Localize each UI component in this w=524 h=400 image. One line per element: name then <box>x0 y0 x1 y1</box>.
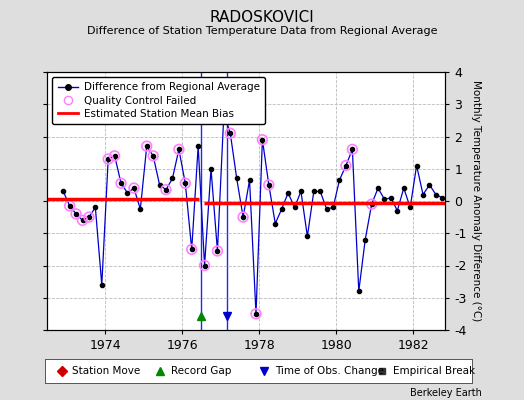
Text: Record Gap: Record Gap <box>170 366 231 376</box>
Point <box>130 185 138 191</box>
Point <box>66 203 74 209</box>
Point <box>213 248 222 254</box>
Point <box>149 153 157 159</box>
Point <box>342 162 350 169</box>
Point <box>200 262 209 269</box>
Point <box>104 156 112 162</box>
Point <box>252 311 260 317</box>
Point <box>239 214 247 220</box>
Point <box>78 217 86 224</box>
Point <box>117 180 125 186</box>
Point <box>143 143 151 149</box>
Text: Berkeley Earth: Berkeley Earth <box>410 388 482 398</box>
Point <box>188 246 196 252</box>
Text: RADOSKOVICI: RADOSKOVICI <box>210 10 314 25</box>
Point <box>85 214 93 220</box>
Point <box>367 201 376 208</box>
Point <box>226 130 234 136</box>
Point <box>162 186 170 193</box>
Text: Empirical Break: Empirical Break <box>392 366 475 376</box>
Y-axis label: Monthly Temperature Anomaly Difference (°C): Monthly Temperature Anomaly Difference (… <box>471 80 481 322</box>
Text: Station Move: Station Move <box>72 366 140 376</box>
Point <box>265 182 273 188</box>
Point <box>72 211 80 217</box>
Point <box>181 180 190 186</box>
Point <box>174 146 183 153</box>
Point <box>348 146 356 153</box>
Legend: Difference from Regional Average, Quality Control Failed, Estimated Station Mean: Difference from Regional Average, Qualit… <box>52 77 265 124</box>
Point <box>111 153 119 159</box>
Text: Difference of Station Temperature Data from Regional Average: Difference of Station Temperature Data f… <box>87 26 437 36</box>
Point <box>258 136 267 143</box>
Point <box>220 111 228 117</box>
Text: Time of Obs. Change: Time of Obs. Change <box>275 366 384 376</box>
